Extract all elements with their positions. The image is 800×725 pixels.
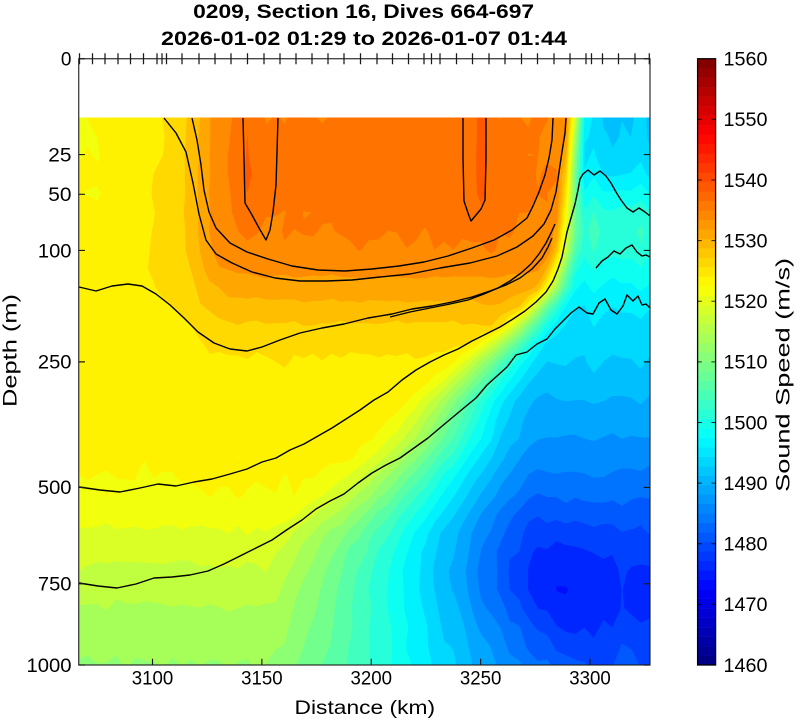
svg-text:1480: 1480	[724, 535, 768, 556]
svg-text:25: 25	[48, 145, 71, 166]
svg-text:0: 0	[61, 50, 72, 71]
svg-text:2026-01-02 01:29 to 2026-01-07: 2026-01-02 01:29 to 2026-01-07 01:44	[161, 29, 568, 50]
svg-text:3300: 3300	[569, 668, 611, 689]
svg-text:750: 750	[38, 575, 72, 596]
svg-text:500: 500	[38, 478, 72, 499]
svg-text:3100: 3100	[132, 668, 174, 689]
svg-text:1470: 1470	[724, 595, 768, 616]
svg-text:1530: 1530	[724, 231, 768, 252]
svg-text:1000: 1000	[27, 656, 72, 677]
svg-text:50: 50	[48, 185, 71, 206]
svg-text:1500: 1500	[724, 413, 768, 434]
svg-text:3200: 3200	[351, 668, 393, 689]
svg-text:3250: 3250	[460, 668, 502, 689]
svg-text:1540: 1540	[724, 171, 768, 192]
svg-text:3150: 3150	[241, 668, 283, 689]
svg-text:1490: 1490	[724, 474, 768, 495]
svg-text:1560: 1560	[724, 50, 768, 71]
svg-text:1550: 1550	[724, 110, 768, 131]
svg-text:100: 100	[38, 241, 72, 262]
svg-text:1520: 1520	[724, 292, 768, 313]
svg-text:Depth (m): Depth (m)	[0, 294, 21, 407]
svg-text:1510: 1510	[724, 353, 768, 374]
svg-text:0209, Section 16, Dives 664-69: 0209, Section 16, Dives 664-697	[193, 2, 534, 23]
svg-text:Distance (km): Distance (km)	[295, 697, 436, 719]
svg-text:1460: 1460	[724, 656, 768, 677]
svg-text:Sound Speed (m/s): Sound Speed (m/s)	[774, 258, 795, 492]
svg-text:250: 250	[38, 353, 72, 374]
